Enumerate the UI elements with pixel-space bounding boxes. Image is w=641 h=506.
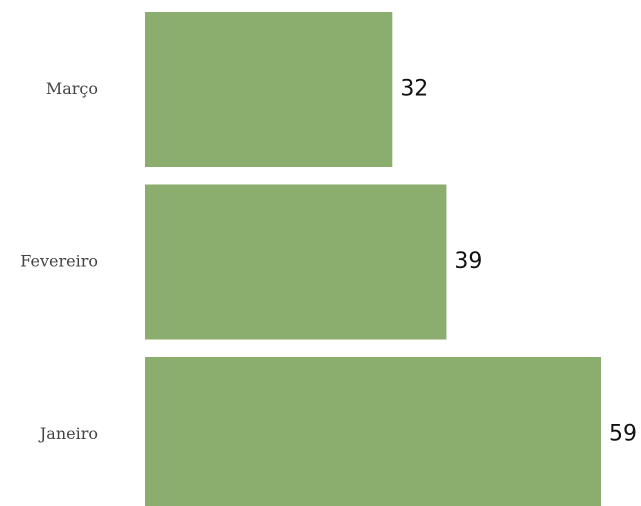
- value-label: 39: [454, 249, 482, 274]
- category-label: Janeiro: [38, 424, 98, 443]
- bar-março: [145, 12, 393, 167]
- bar-janeiro: [145, 357, 601, 506]
- value-label: 32: [400, 77, 428, 102]
- value-label: 59: [609, 422, 637, 447]
- category-label: Março: [46, 79, 98, 98]
- bar-fevereiro: [145, 184, 447, 340]
- category-label: Fevereiro: [20, 252, 98, 271]
